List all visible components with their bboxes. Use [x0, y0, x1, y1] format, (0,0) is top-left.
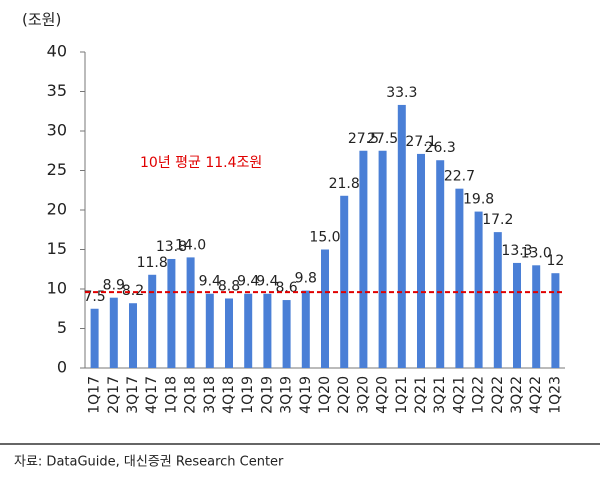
y-tick-label: 0 — [57, 358, 67, 377]
value-label: 22.7 — [444, 169, 475, 185]
bar — [493, 232, 502, 368]
x-tick-label: 4Q17 — [144, 376, 160, 414]
value-label: 15.0 — [309, 230, 340, 246]
y-tick-label: 25 — [47, 160, 67, 179]
value-label: 9.4 — [199, 274, 221, 290]
y-tick-label: 10 — [47, 279, 67, 298]
x-tick-label: 1Q21 — [394, 376, 410, 414]
value-label: 13.3 — [501, 243, 532, 259]
value-label: 8.9 — [103, 278, 125, 294]
y-tick-label: 30 — [47, 121, 67, 140]
x-tick-label: 2Q18 — [183, 376, 199, 414]
value-label: 27.5 — [367, 131, 398, 147]
x-tick-label: 1Q20 — [317, 376, 333, 414]
bar — [321, 249, 329, 368]
bar — [532, 265, 541, 368]
source: 자료: DataGuide, 대신증권 Research Center — [14, 455, 284, 470]
bar — [417, 153, 425, 368]
bar — [263, 293, 272, 368]
x-tick-label: 3Q19 — [279, 376, 295, 414]
bar — [359, 150, 368, 368]
bar — [129, 303, 137, 368]
x-tick-label: 3Q20 — [355, 376, 371, 414]
x-tick-label: 1Q23 — [547, 376, 563, 414]
x-tick-label: 2Q17 — [106, 376, 122, 414]
bar — [109, 297, 118, 368]
bar — [340, 195, 349, 368]
x-tick-label: 4Q19 — [298, 376, 314, 414]
value-label: 9.4 — [237, 274, 259, 290]
bar — [205, 293, 214, 368]
x-tick-label: 3Q18 — [202, 376, 218, 414]
bar — [378, 150, 387, 368]
bar — [436, 160, 445, 368]
bar — [513, 262, 521, 368]
x-tick-label: 1Q17 — [87, 376, 103, 414]
bar — [282, 300, 291, 368]
x-tick-label: 1Q19 — [240, 376, 256, 414]
value-label: 14.0 — [175, 237, 206, 253]
x-tick-label: 3Q17 — [125, 376, 141, 414]
x-tick-label: 3Q22 — [509, 376, 525, 414]
y-tick-label: 40 — [47, 42, 67, 61]
x-tick-label: 4Q20 — [375, 376, 391, 414]
value-label: 27.1 — [405, 134, 436, 150]
x-tick-label: 4Q22 — [528, 376, 544, 414]
bar — [225, 298, 233, 368]
y-tick-label: 5 — [57, 318, 67, 337]
x-tick-label: 2Q19 — [259, 376, 275, 414]
y-tick-label: 35 — [47, 81, 67, 100]
value-label: 9.8 — [295, 271, 317, 287]
y-tick-label: 20 — [47, 200, 67, 219]
bar — [244, 293, 253, 368]
x-tick-label: 2Q21 — [413, 376, 429, 414]
value-label: 17.2 — [482, 212, 513, 228]
x-tick-label: 1Q18 — [163, 376, 179, 414]
bar — [551, 273, 560, 368]
value-label: 13.8 — [156, 239, 187, 255]
bar — [474, 211, 483, 368]
x-tick-label: 2Q22 — [490, 376, 506, 414]
bar — [167, 258, 176, 368]
x-tick-label: 4Q18 — [221, 376, 237, 414]
value-label: 27.5 — [348, 131, 379, 147]
value-label: 11.8 — [137, 255, 168, 271]
value-label: 21.8 — [329, 176, 360, 192]
value-label: 8.8 — [218, 278, 240, 294]
bar — [455, 188, 464, 368]
value-label: 19.8 — [463, 192, 494, 208]
x-tick-label: 1Q22 — [471, 376, 487, 414]
value-label: 13.0 — [521, 245, 552, 261]
x-tick-label: 2Q20 — [336, 376, 352, 414]
value-label: 33.3 — [386, 85, 417, 101]
x-tick-label: 3Q21 — [432, 376, 448, 414]
bar — [397, 104, 406, 369]
bar — [148, 274, 157, 368]
bar — [301, 290, 310, 368]
y-tick-label: 15 — [47, 239, 67, 258]
value-label: 26.3 — [425, 140, 456, 156]
bar — [186, 257, 195, 368]
reference-label: 10년 평균 11.4조원 — [140, 155, 262, 171]
unit-label: (조원) — [22, 11, 61, 29]
bar — [90, 308, 99, 368]
value-label: 12 — [546, 253, 564, 269]
x-tick-label: 4Q21 — [451, 376, 467, 414]
value-label: 9.4 — [256, 274, 278, 290]
